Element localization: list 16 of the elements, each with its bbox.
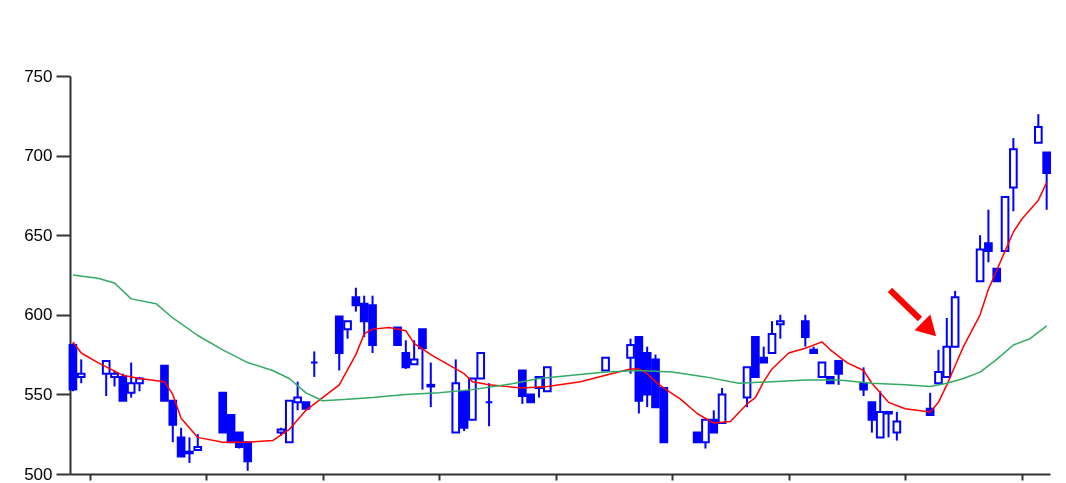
candlestick: [800, 313, 810, 348]
candlestick: [418, 328, 427, 391]
y-tick-label: 500: [24, 464, 53, 483]
candlestick: [767, 320, 777, 355]
y-tick-label: 700: [24, 146, 53, 166]
candlestick: [892, 410, 902, 442]
candlestick: [776, 313, 785, 340]
line-series: [72, 274, 1048, 402]
candlestick: [1042, 151, 1051, 211]
candlestick: [1034, 113, 1043, 144]
y-tick-label: 650: [24, 225, 53, 245]
y-tick-label: 750: [24, 66, 53, 86]
candlestick: [859, 366, 868, 397]
y-tick-label: 550: [24, 384, 53, 404]
candlestick: [426, 361, 436, 409]
y-tick-label: 600: [24, 305, 53, 325]
